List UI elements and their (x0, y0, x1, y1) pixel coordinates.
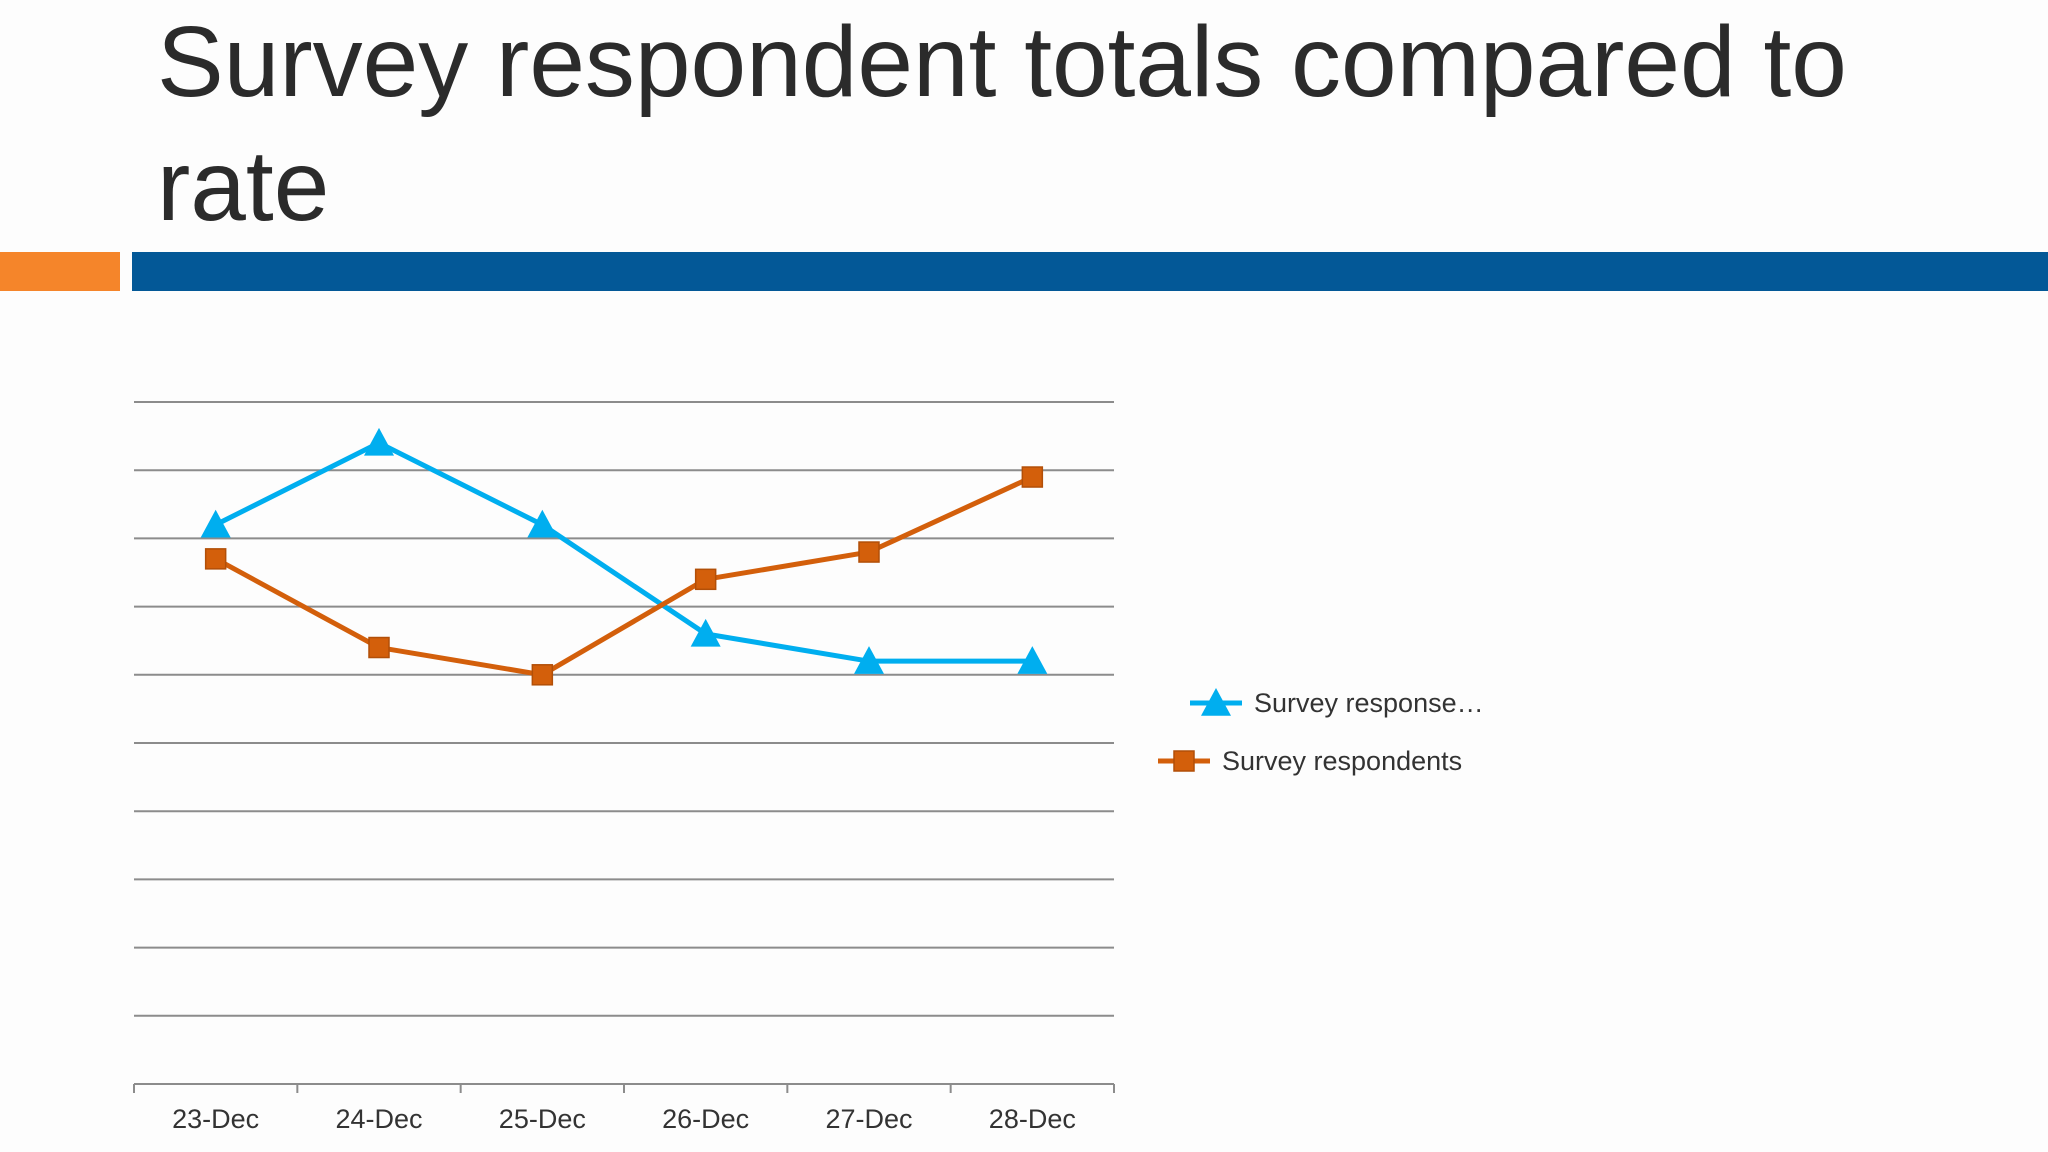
data-point-square (858, 541, 880, 563)
x-tick-label: 24-Dec (335, 1104, 422, 1134)
legend-marker-triangle (1201, 688, 1231, 716)
data-point-square (1021, 466, 1044, 488)
data-point-triangle (854, 646, 884, 674)
data-point-square (204, 548, 227, 570)
data-point-triangle (527, 509, 558, 538)
data-point-triangle (364, 427, 394, 456)
data-point-square (694, 568, 717, 591)
title-accent-bar-orange (0, 252, 120, 291)
x-tick-label: 25-Dec (499, 1104, 586, 1134)
legend-label: Survey response… (1254, 688, 1484, 718)
data-point-triangle (200, 509, 231, 538)
legend-marker-square (1173, 750, 1195, 772)
data-point-triangle (1017, 646, 1048, 674)
x-tick-label: 28-Dec (989, 1104, 1076, 1134)
legend-label: Survey respondents (1222, 746, 1462, 776)
slide-title: Survey respondent totals compared to rat… (157, 6, 1847, 242)
x-tick-label: 23-Dec (172, 1104, 259, 1134)
data-point-triangle (690, 618, 721, 647)
data-point-square (368, 636, 390, 659)
series-line-0 (213, 440, 1035, 664)
title-accent-bar-blue (132, 252, 2048, 291)
data-point-square (531, 664, 554, 686)
series-line-1 (213, 474, 1035, 678)
x-tick-label: 26-Dec (662, 1104, 749, 1134)
x-tick-label: 27-Dec (825, 1104, 912, 1134)
